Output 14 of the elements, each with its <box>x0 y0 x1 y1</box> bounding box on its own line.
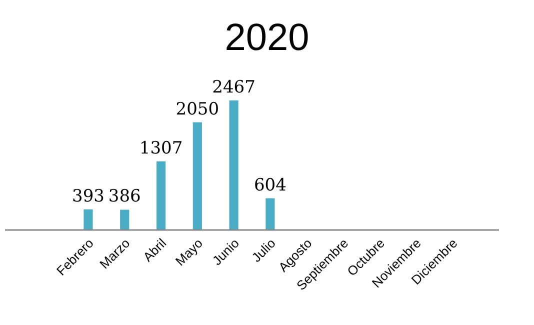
bar <box>156 161 166 230</box>
bar <box>266 198 275 230</box>
bar <box>229 100 238 230</box>
data-label: 386 <box>108 186 141 207</box>
data-label: 2467 <box>212 77 256 98</box>
data-label: 393 <box>72 186 104 206</box>
bar <box>84 209 93 230</box>
data-label: 604 <box>254 175 286 196</box>
x-tick-label: Julio <box>248 236 278 266</box>
bar <box>120 210 130 230</box>
data-label: 2050 <box>176 99 220 120</box>
bar <box>192 122 202 230</box>
data-label: 1307 <box>139 138 183 158</box>
chart-title: 2020 <box>224 17 310 59</box>
